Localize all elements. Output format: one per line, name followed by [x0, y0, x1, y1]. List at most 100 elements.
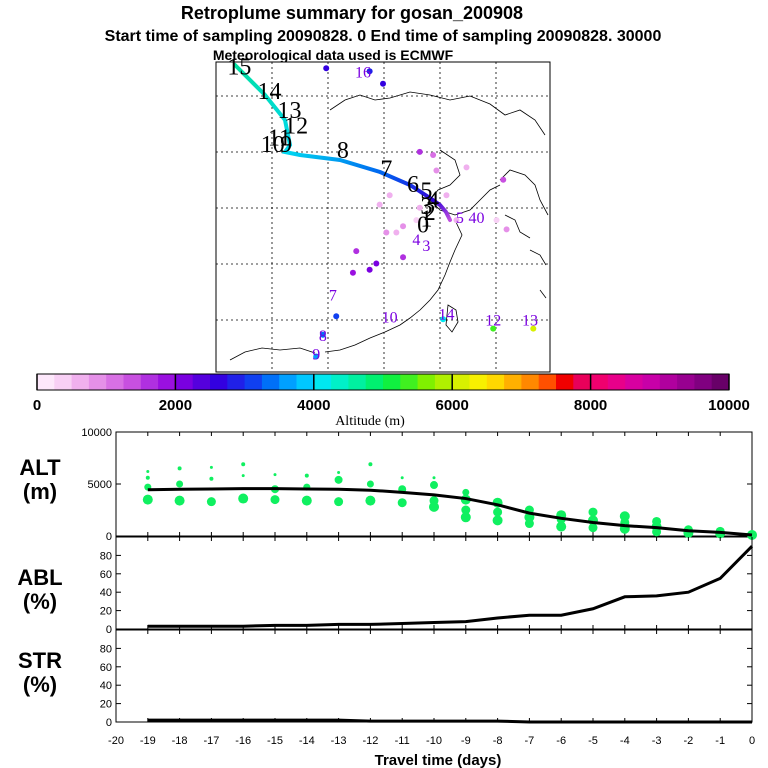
altitude-scatter-point: [301, 495, 312, 506]
str-line: [147, 718, 752, 724]
y-tick-label: 60: [100, 569, 112, 581]
trajectory-day-label: 3: [420, 194, 432, 220]
colorbar-swatch: [192, 374, 211, 390]
figure-title: Retroplume summary for gosan_200908: [181, 3, 523, 23]
x-tick-label: -14: [299, 735, 315, 747]
colorbar-swatch: [504, 374, 522, 390]
colorbar-swatch: [642, 374, 661, 390]
cluster-marker: [413, 217, 420, 224]
colorbar-swatch: [227, 374, 246, 390]
colorbar-swatch: [279, 374, 297, 390]
colorbar-swatch: [261, 374, 280, 390]
altitude-scatter-point: [365, 495, 376, 506]
trajectory-day-label: 16: [355, 65, 371, 82]
x-tick-label: -11: [395, 735, 410, 747]
colorbar-swatch: [313, 374, 332, 390]
y-tick-label: 40: [100, 680, 112, 692]
trajectory-day-label: 4: [412, 232, 420, 249]
colorbar-swatch: [123, 374, 142, 390]
colorbar-swatch: [469, 374, 488, 390]
altitude-scatter-point: [337, 471, 341, 475]
trajectory-day-label: 14: [438, 306, 454, 323]
map-gridlines: [216, 62, 550, 372]
trajectory-day-label: 9: [312, 347, 320, 364]
str-panel-frame: [115, 629, 753, 723]
cluster-marker: [430, 152, 437, 158]
cluster-marker: [530, 325, 537, 332]
cluster-marker: [353, 248, 360, 255]
trajectory-day-label: 5: [420, 178, 432, 204]
x-tick-label: -19: [140, 735, 156, 747]
colorbar-tick-label: 4000: [297, 397, 330, 414]
altitude-scatter-point: [556, 521, 567, 532]
x-axis-title: Travel time (days): [375, 752, 502, 768]
colorbar-tick-label: 0: [33, 397, 41, 414]
met-data-line: Meteorological data used is ECMWF: [213, 47, 454, 63]
x-tick-label: -15: [267, 735, 283, 747]
y-tick-label: 80: [100, 643, 112, 655]
abl-line: [147, 545, 754, 628]
colorbar-swatch: [244, 374, 263, 390]
colorbar-swatch: [296, 374, 315, 390]
colorbar-swatch: [694, 374, 713, 390]
altitude-scatter-point: [304, 473, 309, 478]
altitude-scatter-point: [334, 475, 343, 484]
colorbar-tick-label: 2000: [159, 397, 192, 414]
abl-y-ticks: 0 20 40 60 80: [100, 537, 753, 636]
altitude-scatter-point: [400, 476, 404, 480]
altitude-scatter-point: [146, 470, 150, 474]
altitude-scatter-point: [652, 516, 662, 526]
colorbar-tick-label: 10000: [708, 397, 750, 414]
colorbar-swatch: [158, 374, 176, 390]
cluster-marker: [380, 80, 386, 87]
series-line: [147, 545, 754, 628]
altitude-scatter-point: [432, 476, 436, 480]
colorbar-swatch: [486, 374, 505, 390]
x-tick-label: -13: [331, 735, 347, 747]
cluster-marker: [349, 269, 356, 276]
colorbar-swatch: [106, 374, 124, 390]
y-tick-label: 0: [106, 717, 112, 729]
altitude-scatter-point: [206, 497, 216, 507]
altitude-scatter-point: [460, 512, 471, 523]
altitude-scatter-point: [176, 480, 184, 488]
str-label: STR: [18, 648, 62, 673]
x-tick-label: -7: [525, 735, 535, 747]
x-tick-label: -9: [461, 735, 471, 747]
y-tick-label: 10000: [81, 427, 112, 439]
cluster-marker: [400, 223, 407, 230]
altitude-scatter-point: [492, 515, 503, 526]
x-tick-label: -2: [684, 735, 694, 747]
x-tick-label: -6: [556, 735, 566, 747]
sampling-times: Start time of sampling 20090828. 0 End t…: [105, 28, 662, 45]
trajectory-day-label: 1: [420, 206, 432, 232]
alt-mean-line: [147, 487, 753, 537]
altitude-scatter-point: [588, 523, 598, 533]
altitude-scatter-point: [145, 475, 150, 480]
cluster-marker: [366, 266, 373, 273]
trajectory-day-label: 8: [337, 138, 349, 164]
colorbar-swatch: [37, 374, 55, 390]
y-tick-label: 80: [100, 550, 112, 562]
trajectory-day-label: 12: [284, 113, 308, 139]
x-tick-label: -16: [235, 735, 251, 747]
colorbar-swatch: [417, 374, 436, 390]
cluster-markers: [313, 65, 537, 360]
alt-unit: (m): [23, 479, 57, 504]
altitude-scatter-point: [461, 505, 471, 515]
colorbar-swatch: [677, 374, 695, 390]
x-tick-label: 0: [749, 735, 755, 747]
altitude-colorbar: 0 2000 4000 6000 8000 10000: [33, 373, 750, 414]
trajectory-day-label: 10: [382, 309, 398, 326]
colorbar-tick-label: 8000: [574, 397, 607, 414]
altitude-scatter-point: [429, 496, 439, 506]
trajectory-day-label: 5: [456, 210, 464, 227]
trajectory-day-label: 13: [522, 313, 538, 330]
series-line: [147, 718, 752, 724]
altitude-scatter-point: [366, 480, 374, 488]
altitude-scatter-point: [174, 495, 185, 506]
cluster-marker: [416, 204, 423, 211]
cluster-marker: [400, 254, 407, 261]
altitude-scatter-point: [588, 507, 598, 517]
